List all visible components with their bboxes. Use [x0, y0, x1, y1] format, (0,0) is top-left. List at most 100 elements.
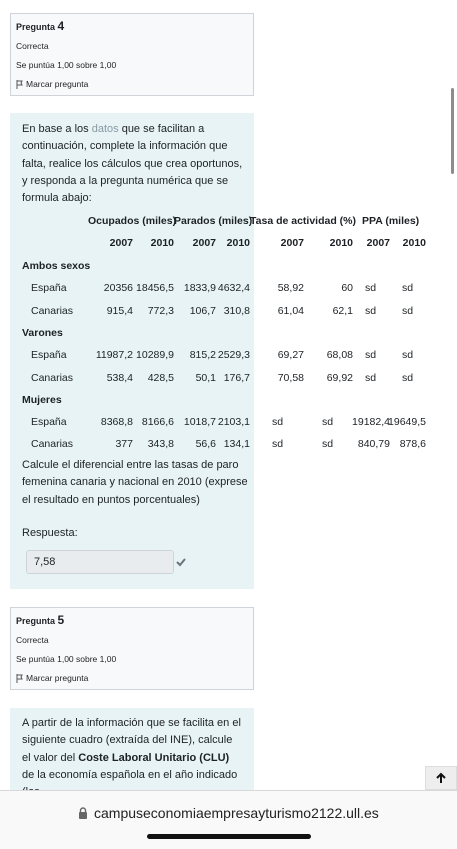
table-cell: 50,1 [195, 371, 216, 384]
data-link[interactable]: datos [91, 123, 119, 135]
table-cell: sd [402, 371, 414, 384]
section-label: Mujeres [22, 393, 62, 406]
answer-input[interactable]: 7,58 [26, 550, 174, 574]
year-header: 2007 [366, 237, 390, 249]
year-header: 2007 [109, 237, 133, 249]
flag-link[interactable]: Marcar pregunta [16, 673, 88, 683]
table-cell: 2529,3 [217, 349, 250, 362]
lock-icon [79, 807, 87, 819]
table-cell: 61,04 [277, 304, 304, 317]
column-group-header: Parados (miles) [174, 215, 253, 227]
row-label: España [31, 349, 67, 362]
table-cell: 18456,5 [136, 282, 174, 295]
table-cell: 19182,4 [352, 416, 390, 429]
table-cell: 2103,1 [217, 416, 250, 429]
text: En base a los [22, 123, 92, 135]
table-cell: 60 [341, 282, 353, 295]
scroll-top-button[interactable] [425, 766, 457, 790]
table-cell: 69,92 [326, 371, 353, 384]
flag-icon [16, 79, 23, 89]
year-header: 2010 [150, 237, 174, 249]
table-cell: 538,4 [106, 371, 133, 384]
table-cell: 343,8 [147, 438, 174, 451]
row-label: Canarias [31, 371, 74, 384]
question-content [10, 113, 254, 589]
table-cell: 815,2 [189, 349, 216, 362]
table-cell: sd [365, 371, 377, 384]
row-label: España [31, 282, 67, 295]
browser-url-bar: campuseconomiaempresayturismo2122.ull.es [0, 790, 457, 849]
year-header: 2010 [402, 237, 426, 249]
table-cell: 58,92 [277, 282, 304, 295]
text: que se facilitan a continuación, complet… [22, 123, 243, 205]
table-cell: 62,1 [332, 304, 353, 317]
table-cell: 70,58 [277, 371, 304, 384]
column-group-header: PPA (miles) [362, 215, 420, 227]
year-header: 2007 [280, 237, 304, 249]
table-cell: 56,6 [195, 438, 216, 451]
table-cell: 8166,6 [141, 416, 174, 429]
table-cell: 428,5 [147, 371, 174, 384]
question-label: Pregunta [16, 22, 56, 32]
table-cell: 915,4 [106, 304, 133, 317]
table-cell: sd [272, 438, 284, 451]
home-indicator [147, 834, 311, 839]
table-cell: 19649,5 [388, 416, 426, 429]
question-prompt: Calcule el diferencial entre las tasas d… [22, 459, 248, 506]
table-cell: 840,79 [357, 438, 390, 451]
flag-icon [16, 673, 23, 683]
table-cell: sd [402, 282, 414, 295]
question-number: 4 [57, 19, 65, 33]
url-text[interactable]: campuseconomiaempresayturismo2122.ull.es [94, 805, 379, 821]
row-label: Canarias [31, 304, 74, 317]
question-info: Pregunta 4 Correcta Se puntúa 1,00 sobre… [10, 13, 254, 96]
table-cell: 106,7 [189, 304, 216, 317]
table-cell: 10289,9 [136, 349, 174, 362]
column-group-header: Tasa de actividad (%) [250, 215, 357, 227]
table-cell: sd [402, 304, 414, 317]
section-label: Ambos sexos [22, 260, 91, 272]
table-cell: 1018,7 [183, 416, 216, 429]
arrow-up-icon [436, 772, 446, 783]
table-cell: 4632,4 [217, 282, 250, 295]
table-cell: 8368,8 [100, 416, 133, 429]
question-title: Pregunta 4 [16, 19, 64, 33]
table-cell: sd [322, 438, 334, 451]
table-cell: 310,8 [223, 304, 250, 317]
year-header: 2010 [226, 237, 250, 249]
table-cell: 69,27 [277, 349, 304, 362]
question-content [10, 708, 254, 798]
bold-text: Coste Laboral Unitario (CLU) [78, 751, 230, 764]
correct-icon [176, 558, 186, 567]
scrollbar [451, 88, 454, 174]
question-state: Correcta [16, 41, 49, 51]
year-header: 2010 [329, 237, 353, 249]
question-state: Correcta [16, 635, 49, 645]
table-cell: sd [365, 304, 377, 317]
text: A partir de la información que se facili… [22, 717, 241, 764]
row-label: Canarias [31, 438, 74, 451]
table-cell: 1833,9 [183, 282, 216, 295]
question-number: 5 [57, 613, 65, 627]
question-title: Pregunta 5 [16, 613, 64, 627]
question-info: Pregunta 5 Correcta Se puntúa 1,00 sobre… [10, 607, 254, 690]
flag-link[interactable]: Marcar pregunta [16, 79, 88, 89]
flag-text[interactable]: Marcar pregunta [26, 79, 89, 89]
table-cell: 377 [115, 438, 133, 451]
table-cell: sd [365, 349, 377, 362]
question-grade: Se puntúa 1,00 sobre 1,00 [16, 60, 117, 70]
question-grade: Se puntúa 1,00 sobre 1,00 [16, 654, 117, 664]
table-cell: 772,3 [147, 304, 174, 317]
table-cell: 878,6 [399, 438, 426, 451]
answer-label: Respuesta: [22, 527, 78, 539]
table-cell: 68,08 [326, 349, 353, 362]
question-label: Pregunta [16, 616, 56, 626]
table-cell: 176,7 [223, 371, 250, 384]
year-header: 2007 [192, 237, 216, 249]
table-cell: 20356 [103, 282, 133, 295]
table-cell: sd [402, 349, 414, 362]
table-cell: sd [272, 416, 284, 429]
flag-text[interactable]: Marcar pregunta [26, 673, 89, 683]
table-cell: sd [322, 416, 334, 429]
